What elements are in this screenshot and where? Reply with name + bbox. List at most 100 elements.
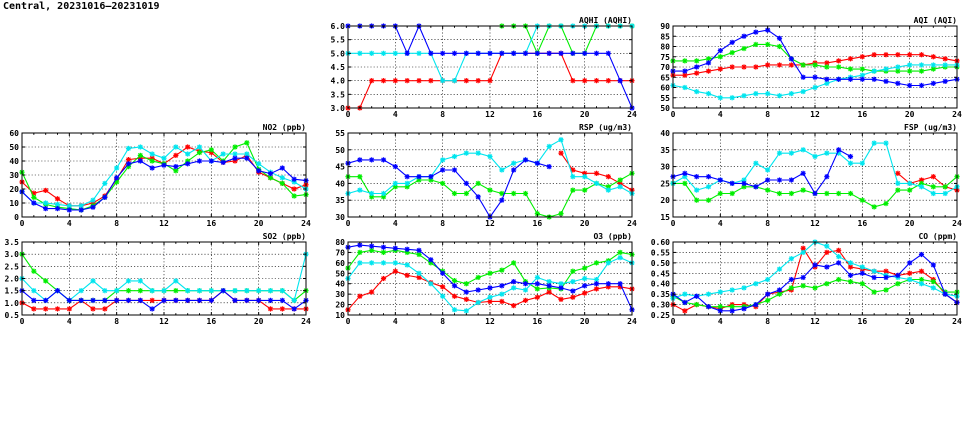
data-point-red bbox=[90, 306, 96, 312]
data-point-cyan bbox=[741, 285, 747, 291]
data-point-cyan bbox=[196, 144, 203, 150]
data-point-red bbox=[836, 58, 842, 64]
y-tick-label: 3.5 bbox=[5, 238, 20, 247]
data-point-green bbox=[511, 260, 517, 266]
data-point-red bbox=[883, 52, 889, 58]
data-point-blue bbox=[31, 200, 37, 206]
data-point-red bbox=[149, 297, 155, 303]
data-point-blue bbox=[487, 285, 493, 291]
data-point-green bbox=[907, 187, 913, 193]
y-tick-label: 3.5 bbox=[331, 90, 346, 99]
y-tick-label: 35 bbox=[660, 146, 670, 155]
data-point-cyan bbox=[907, 62, 913, 68]
data-point-green bbox=[173, 288, 179, 294]
data-point-cyan bbox=[682, 291, 688, 297]
data-point-blue bbox=[220, 288, 226, 294]
data-point-blue bbox=[451, 283, 458, 289]
data-point-blue bbox=[570, 50, 576, 56]
data-point-red bbox=[776, 62, 783, 68]
data-point-cyan bbox=[440, 157, 446, 163]
data-point-cyan bbox=[812, 153, 818, 160]
x-tick-label: 8 bbox=[440, 110, 445, 119]
data-point-blue bbox=[753, 29, 759, 35]
y-tick-label: 60 bbox=[660, 84, 670, 93]
data-point-cyan bbox=[173, 144, 179, 150]
data-point-cyan bbox=[558, 281, 564, 287]
data-point-blue bbox=[137, 158, 143, 164]
data-point-blue bbox=[729, 39, 735, 45]
data-point-cyan bbox=[812, 84, 818, 91]
data-point-green bbox=[149, 158, 155, 164]
data-point-cyan bbox=[173, 278, 179, 284]
y-tick-label: 30 bbox=[9, 171, 19, 180]
data-point-cyan bbox=[907, 180, 913, 186]
y-tick-label: 50 bbox=[335, 269, 345, 278]
data-point-green bbox=[534, 286, 540, 292]
data-point-cyan bbox=[125, 278, 132, 284]
data-point-green bbox=[487, 187, 493, 193]
data-point-red bbox=[404, 272, 410, 278]
data-point-green bbox=[788, 285, 794, 291]
chart-title: AQI (AQI) bbox=[914, 16, 957, 25]
data-point-blue bbox=[380, 244, 387, 250]
data-point-red bbox=[788, 62, 794, 68]
data-point-green bbox=[847, 66, 854, 72]
data-point-blue bbox=[847, 153, 854, 160]
x-tick-label: 16 bbox=[207, 219, 217, 228]
data-point-green bbox=[871, 204, 877, 210]
data-point-green bbox=[244, 140, 250, 146]
data-point-blue bbox=[546, 283, 552, 289]
data-point-blue bbox=[753, 301, 759, 308]
data-point-green bbox=[31, 268, 37, 274]
y-tick-label: 50 bbox=[660, 104, 670, 113]
data-point-cyan bbox=[930, 285, 936, 291]
data-point-green bbox=[824, 281, 830, 287]
data-point-red bbox=[582, 78, 588, 84]
y-tick-label: 50 bbox=[9, 143, 19, 152]
data-point-blue bbox=[43, 206, 49, 212]
data-point-red bbox=[717, 66, 723, 72]
data-point-green bbox=[729, 50, 735, 56]
data-point-green bbox=[918, 68, 925, 74]
y-tick-label: 20 bbox=[335, 301, 345, 310]
data-point-red bbox=[380, 78, 387, 84]
series-line-blue bbox=[672, 149, 851, 195]
data-point-red bbox=[605, 78, 611, 84]
x-tick-label: 8 bbox=[765, 219, 770, 228]
data-point-cyan bbox=[392, 260, 398, 266]
data-point-blue bbox=[114, 297, 120, 303]
data-point-blue bbox=[593, 50, 600, 56]
chart-grid bbox=[347, 25, 633, 109]
y-tick-label: 75 bbox=[660, 53, 670, 62]
y-tick-label: 15 bbox=[660, 213, 670, 222]
data-point-green bbox=[593, 260, 600, 266]
data-point-blue bbox=[836, 147, 842, 153]
data-point-blue bbox=[895, 80, 901, 86]
data-point-blue bbox=[416, 174, 422, 180]
x-tick-label: 24 bbox=[301, 219, 311, 228]
data-point-blue bbox=[173, 164, 179, 170]
data-point-red bbox=[800, 245, 806, 251]
data-point-cyan bbox=[90, 197, 96, 203]
data-point-red bbox=[546, 289, 552, 295]
data-point-red bbox=[475, 78, 481, 84]
x-tick-label: 12 bbox=[159, 219, 169, 228]
data-point-red bbox=[918, 52, 925, 58]
data-point-green bbox=[788, 190, 794, 197]
x-tick-label: 4 bbox=[393, 110, 398, 119]
data-point-red bbox=[895, 52, 901, 58]
data-point-blue bbox=[232, 297, 238, 303]
data-point-cyan bbox=[753, 91, 759, 97]
chart-aqhi: 0 4 8 12 16 20 24 3.0 3.5 4.0 4.5 5.0 5.5 6.0 AQHI (AQ… bbox=[331, 16, 637, 119]
data-point-blue bbox=[776, 177, 783, 183]
data-point-blue bbox=[185, 161, 191, 167]
y-tick-label: 40 bbox=[335, 280, 345, 289]
y-tick-label: 90 bbox=[660, 22, 670, 31]
data-point-blue bbox=[558, 50, 564, 56]
data-point-blue bbox=[499, 283, 505, 289]
data-point-green bbox=[705, 197, 712, 203]
data-point-cyan bbox=[776, 266, 783, 272]
data-point-green bbox=[895, 187, 901, 193]
data-point-green bbox=[475, 180, 481, 186]
data-point-blue bbox=[546, 164, 552, 170]
